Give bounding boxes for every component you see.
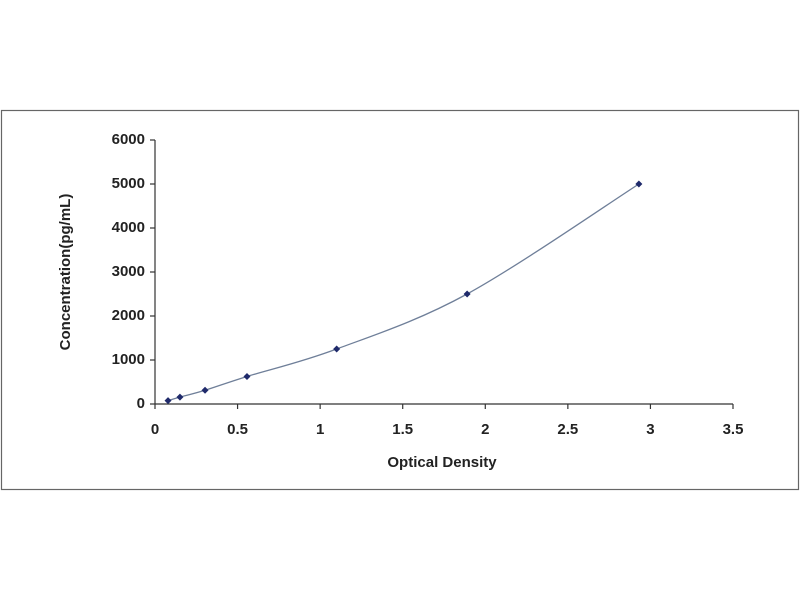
y-tick-label: 4000 — [112, 219, 145, 236]
y-tick-label: 2000 — [112, 307, 145, 324]
y-axis-label: Concentration(pg/mL) — [57, 194, 74, 351]
x-tick-label: 0.5 — [227, 421, 248, 438]
data-point — [176, 393, 184, 401]
fit-curve — [167, 183, 640, 402]
x-tick-label: 2.5 — [557, 421, 578, 438]
y-tick-label: 6000 — [112, 131, 145, 148]
x-axis-label: Optical Density — [387, 454, 497, 471]
x-tick-label: 0 — [151, 421, 159, 438]
y-tick-label: 5000 — [112, 175, 145, 192]
data-point — [164, 397, 172, 405]
y-tick-label: 0 — [137, 395, 145, 412]
x-tick-label: 1 — [316, 421, 324, 438]
x-tick-label: 1.5 — [392, 421, 413, 438]
data-point — [243, 373, 251, 380]
chart-frame — [0, 109, 800, 491]
y-tick-label: 1000 — [112, 351, 145, 368]
y-tick-label: 3000 — [112, 263, 145, 280]
data-point — [333, 345, 341, 353]
data-point — [635, 180, 643, 188]
data-point — [463, 290, 471, 298]
x-tick-label: 2 — [481, 421, 489, 438]
x-tick-label: 3.5 — [723, 421, 744, 438]
x-tick-label: 3 — [646, 421, 654, 438]
data-point — [201, 386, 209, 394]
